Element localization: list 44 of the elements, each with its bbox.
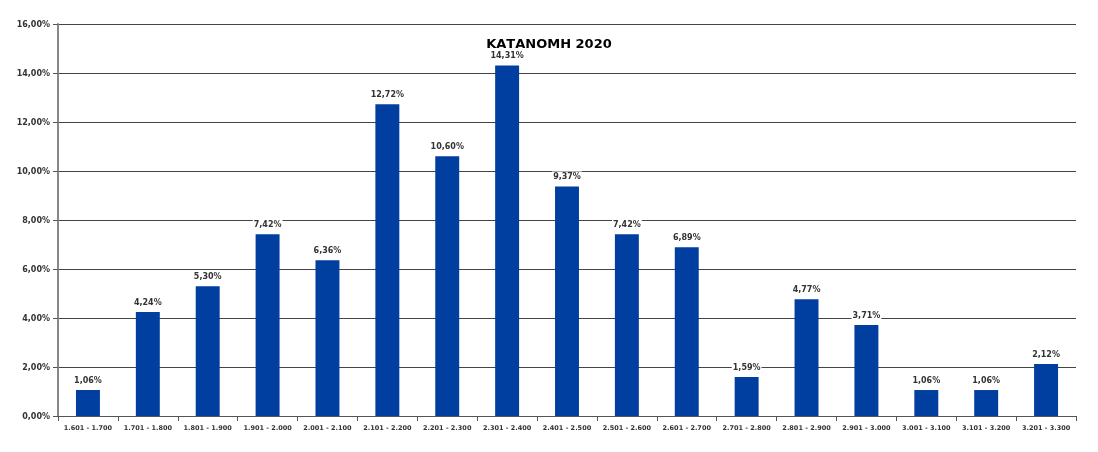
bar [674,247,699,416]
data-label: 14,31% [490,50,524,60]
data-label: 6,36% [313,245,342,255]
bar [195,286,220,416]
y-tick-label: 2,00% [22,362,50,372]
bar [435,156,460,416]
y-tick-label: 6,00% [22,264,50,274]
bar [315,260,340,416]
data-label: 3,71% [852,310,881,320]
bar [914,390,939,416]
data-label: 1,59% [732,362,761,372]
bar [794,299,819,416]
data-label: 4,24% [133,297,162,307]
data-label: 2,12% [1032,349,1060,359]
bar [614,234,639,416]
y-tick-label: 8,00% [22,215,50,225]
bar [974,390,999,416]
y-tick-label: 14,00% [16,68,50,78]
y-tick-label: 4,00% [22,313,50,323]
text: ΚΑΤΑΝΟΜΗ 2020 [486,36,612,51]
bar [255,234,280,416]
data-label: 7,42% [253,219,282,229]
data-label: 1,06% [74,375,102,385]
data-label: 1,06% [912,375,941,385]
y-tick-label: 16,00% [16,19,50,29]
bar [734,377,759,416]
data-label: 6,89% [672,232,701,242]
y-tick-label: 0,00% [22,411,50,421]
data-label: 5,30% [193,271,222,281]
data-label: 12,72% [370,89,405,99]
bar [555,186,579,416]
bar [1034,364,1059,416]
y-tick-label: 10,00% [16,166,50,176]
data-label: 4,77% [792,284,821,294]
bar [495,65,520,416]
bar [135,312,160,416]
data-label: 1,06% [972,375,1001,385]
y-tick-label: 12,00% [16,117,50,127]
bar [854,325,879,416]
data-label: 10,60% [430,141,464,151]
data-label: 7,42% [613,219,641,229]
bar [375,104,400,416]
bar [75,390,100,416]
data-label: 9,37% [553,171,581,181]
